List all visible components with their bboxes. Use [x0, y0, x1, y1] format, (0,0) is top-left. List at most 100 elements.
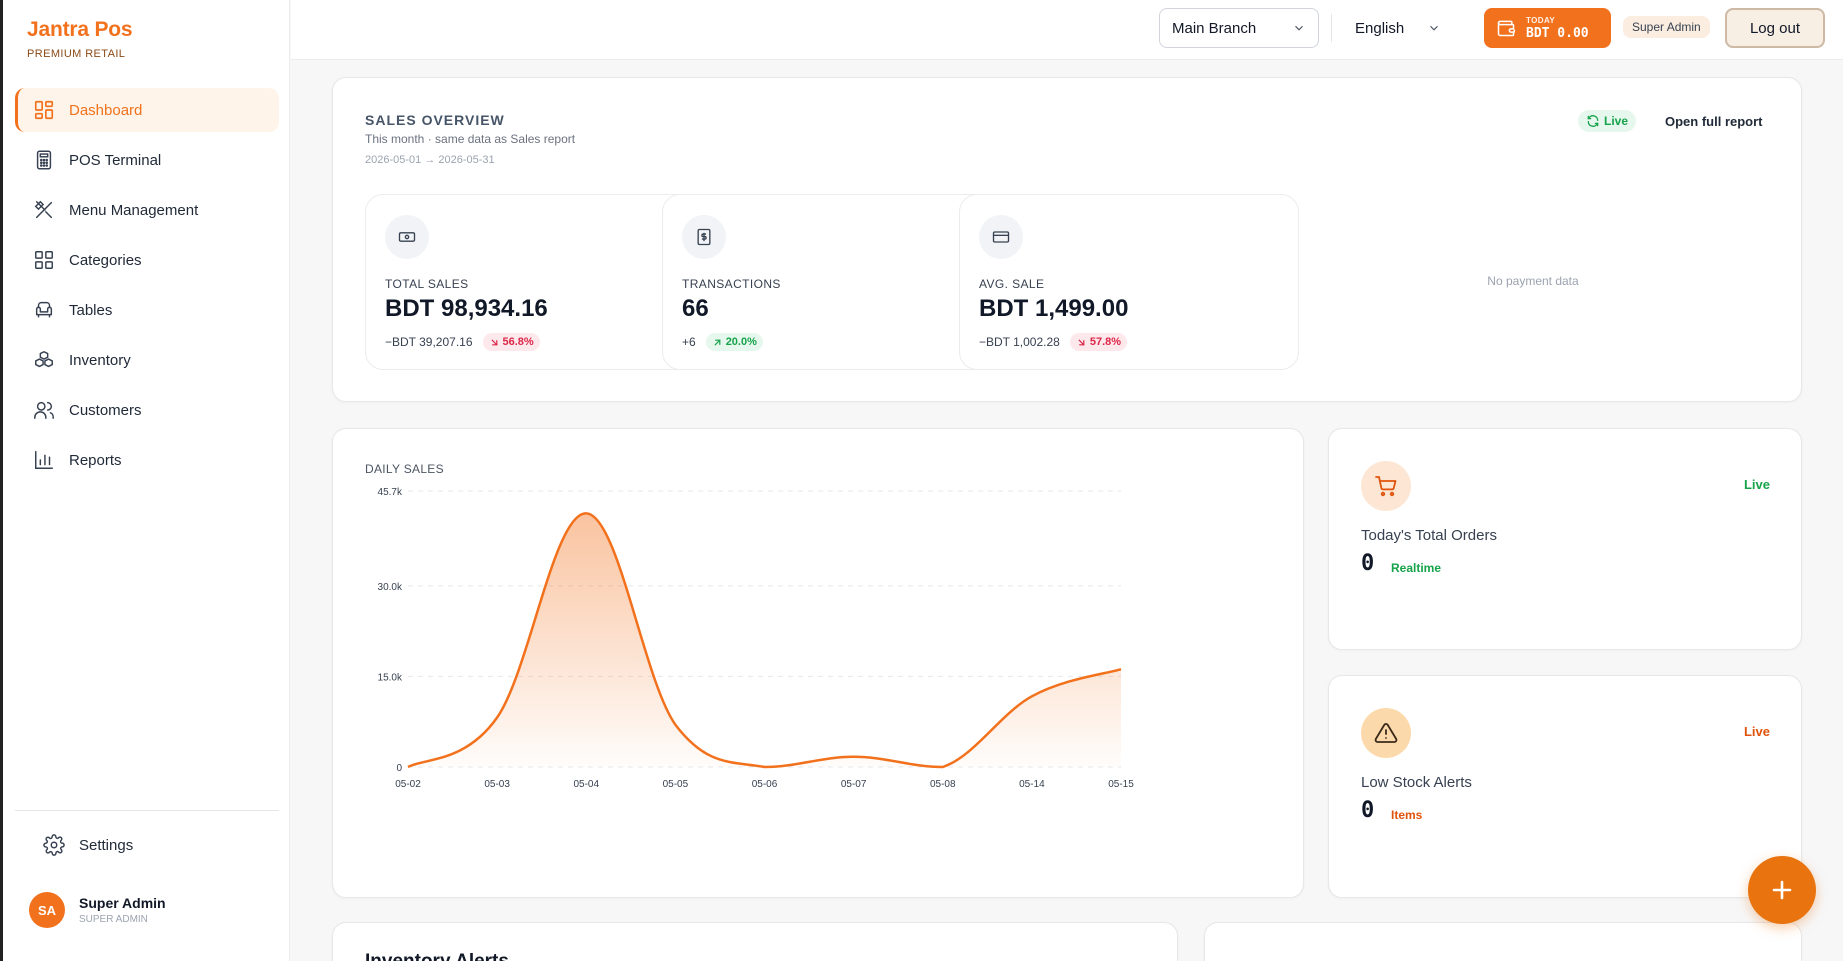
inventory-alerts-title: Inventory Alerts [365, 951, 509, 961]
low-stock-label: Low Stock Alerts [1361, 774, 1472, 791]
sidebar-item-tables[interactable]: Tables [15, 288, 279, 332]
sidebar-item-label: Dashboard [69, 101, 143, 119]
cart-icon [1361, 461, 1411, 511]
topbar: Main Branch English TODAY BDT 0.00 Super… [291, 0, 1843, 60]
x-tick-label: 05-04 [573, 779, 599, 790]
settings-label: Settings [79, 836, 134, 854]
daily-sales-chart: 0 15.0k 30.0k 45.7k 05-02 05-03 05-04 05-05 05-0… [378, 487, 1135, 790]
gear-icon [43, 834, 65, 856]
data-point[interactable] [1119, 667, 1123, 671]
today-orders-card: Live Today's Total Orders 0 Realtime [1328, 428, 1802, 650]
x-tick-label: 05-14 [1019, 779, 1045, 790]
avatar: SA [29, 892, 65, 928]
stock-live-label: Live [1743, 724, 1770, 739]
arrow-up-right-icon [714, 339, 721, 345]
branch-select[interactable]: Main Branch [1159, 8, 1319, 48]
sidebar-item-label: POS Terminal [69, 151, 162, 169]
sales-overview-range: 2026-05-01 → 2026-05-31 [365, 154, 495, 166]
user-name: Super Admin [79, 895, 166, 911]
language-select[interactable]: English [1343, 8, 1453, 48]
stat-value: 66 [682, 295, 709, 322]
orders-label: Today's Total Orders [1361, 527, 1497, 544]
sales-overview-card: SALES OVERVIEW This month · same data as… [332, 77, 1802, 402]
arrow-down-right-icon [491, 339, 497, 345]
language-select-value: English [1355, 19, 1405, 37]
user-profile[interactable]: SA Super Admin SUPER ADMIN [29, 892, 166, 928]
data-point[interactable] [584, 511, 588, 515]
brand: Jantra Pos PREMIUM RETAIL [27, 18, 133, 60]
stat-value: BDT 1,499.00 [979, 295, 1129, 322]
sidebar-item-label: Tables [69, 301, 113, 319]
inventory-alerts-card: Inventory Alerts [332, 922, 1178, 961]
data-point[interactable] [1030, 694, 1034, 698]
data-point[interactable] [941, 765, 945, 769]
live-status-badge: Live [1578, 110, 1637, 132]
sidebar-item-menu-management[interactable]: Menu Management [15, 188, 279, 232]
stat-label: TOTAL SALES [385, 277, 469, 291]
x-tick-label: 05-06 [752, 779, 778, 790]
stat-footer: +6 20.0% [682, 333, 763, 351]
bar-chart-icon [35, 451, 53, 469]
brand-subtitle: PREMIUM RETAIL [27, 48, 126, 60]
sidebar-item-label: Inventory [69, 351, 131, 369]
today-sales-button[interactable]: TODAY BDT 0.00 [1484, 8, 1611, 48]
sidebar-item-settings[interactable]: Settings [15, 824, 279, 866]
logout-button[interactable]: Log out [1725, 8, 1825, 48]
x-tick-label: 05-05 [663, 779, 689, 790]
sales-overview-title: SALES OVERVIEW [365, 112, 505, 128]
sidebar: Jantra Pos PREMIUM RETAIL Dashboard POS … [3, 0, 290, 961]
orders-unit: Realtime [1391, 561, 1442, 575]
arrow-down-right-icon [1078, 339, 1085, 345]
change-badge: 20.0% [705, 333, 763, 351]
change-badge: 57.8% [1069, 333, 1128, 351]
secondary-card [1204, 922, 1802, 961]
data-point[interactable] [673, 723, 677, 727]
sidebar-item-label: Reports [69, 451, 122, 469]
sidebar-item-dashboard[interactable]: Dashboard [15, 88, 279, 132]
branch-select-value: Main Branch [1172, 19, 1257, 37]
stat-footer: −BDT 1,002.28 57.8% [979, 333, 1128, 351]
wallet-icon [1497, 20, 1516, 37]
chevron-down-icon [1430, 25, 1438, 31]
sidebar-item-label: Categories [69, 251, 142, 269]
dashboard-icon [34, 100, 54, 120]
stat-value: BDT 98,934.16 [385, 295, 548, 322]
sidebar-item-customers[interactable]: Customers [15, 388, 279, 432]
data-point[interactable] [495, 715, 499, 719]
low-stock-value: 0 [1361, 798, 1375, 823]
y-tick-label: 0 [396, 763, 402, 774]
armchair-icon [35, 301, 53, 318]
sidebar-nav: Dashboard POS Terminal Menu Management C… [15, 88, 279, 488]
series-line [407, 512, 1122, 769]
topbar-separator [1331, 14, 1332, 42]
x-tick-label: 05-15 [1108, 779, 1134, 790]
refresh-icon [1587, 115, 1599, 127]
data-point[interactable] [763, 765, 767, 769]
sidebar-item-reports[interactable]: Reports [15, 438, 279, 482]
stat-delta: −BDT 39,207.16 [385, 335, 473, 349]
sidebar-item-categories[interactable]: Categories [15, 238, 279, 282]
sidebar-item-pos-terminal[interactable]: POS Terminal [15, 138, 279, 182]
sidebar-item-inventory[interactable]: Inventory [15, 338, 279, 382]
y-tick-label: 45.7k [378, 487, 403, 498]
x-tick-label: 05-07 [841, 779, 867, 790]
data-point[interactable] [852, 755, 856, 759]
stat-card-avg-sale: AVG. SALE BDT 1,499.00 −BDT 1,002.28 57.… [959, 194, 1299, 370]
grid-icon [35, 251, 53, 269]
stat-label: AVG. SALE [979, 277, 1045, 291]
sidebar-divider [15, 810, 279, 811]
change-value: 56.8% [502, 336, 534, 348]
x-tick-label: 05-08 [930, 779, 956, 790]
today-value: BDT 0.00 [1526, 25, 1589, 41]
orders-live-label: Live [1743, 477, 1770, 492]
open-full-report-link[interactable]: Open full report [1665, 114, 1763, 129]
plus-icon [1772, 880, 1792, 900]
stat-card-transactions: TRANSACTIONS 66 +6 20.0% [662, 194, 1002, 370]
x-tick-label: 05-03 [484, 779, 510, 790]
stat-delta: −BDT 1,002.28 [979, 335, 1060, 349]
receipt-dollar-icon [682, 215, 726, 259]
add-button[interactable] [1748, 856, 1816, 924]
x-tick-label: 05-02 [395, 779, 421, 790]
stat-delta: +6 [682, 335, 696, 349]
data-point[interactable] [406, 765, 410, 769]
